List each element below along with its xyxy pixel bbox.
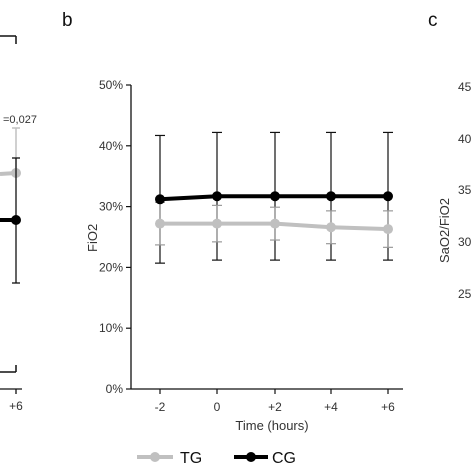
panel-b-tg-point (270, 218, 280, 229)
panel-b-y-tick-label: 30% (99, 200, 123, 214)
panel-b-y-tick-label: 0% (106, 382, 124, 396)
panel-a-x-tick-label: +6 (9, 399, 23, 413)
panel-b-tg-point (155, 218, 165, 229)
panel-b-y-tick-label: 20% (99, 260, 123, 274)
panel-c-y-tick-label: 35 (458, 183, 472, 197)
panel-b-x-tick-label: -2 (155, 400, 166, 414)
panel-b-tg-point (383, 224, 393, 235)
panel-b-x-tick-label: 0 (214, 400, 221, 414)
panel-b-y-tick-label: 50% (99, 78, 123, 92)
panel-b-x-tick-label: +2 (268, 400, 282, 414)
panel-c-letter: c (428, 10, 438, 31)
panel-c-y-tick-label: 40 (458, 132, 472, 146)
panel-b-x-tick-label: +4 (324, 400, 338, 414)
panel-a-cg-point (11, 215, 21, 225)
panel-b-axes (130, 85, 403, 390)
panel-a: =0,027 +6 (0, 35, 37, 413)
legend: TG CG (137, 450, 296, 467)
legend-label-cg: CG (272, 450, 296, 467)
panel-b-tg-point (326, 222, 336, 233)
legend-label-tg: TG (180, 450, 202, 467)
panel-a-annotation: =0,027 (3, 114, 37, 126)
panel-c-y-tick-label: 25 (458, 287, 472, 301)
panel-c: c SaO2/FiO2 45 40 35 30 25 (428, 10, 472, 301)
panel-b-cg-point (326, 191, 336, 202)
panel-b-cg-point (383, 191, 393, 202)
legend-swatch-tg-marker (150, 452, 160, 462)
panel-c-y-tick-label: 30 (458, 235, 472, 249)
panel-b-x-tick-label: +6 (381, 400, 395, 414)
panel-b-ticks: 0% 10% 20% 30% 40% 50% -2 0 +2 +4 +6 (99, 78, 395, 414)
legend-item-cg: CG (234, 450, 296, 467)
panel-b-y-tick-label: 10% (99, 321, 123, 335)
panel-b-cg-point (155, 194, 165, 205)
panel-b-x-axis-title: Time (hours) (235, 418, 308, 433)
panel-b-chart: 0% 10% 20% 30% 40% 50% -2 0 +2 +4 +6 FiO2 Time (ho… (85, 78, 403, 433)
panel-b-tg-point (212, 218, 222, 229)
legend-swatch-cg-marker (246, 452, 256, 462)
panel-c-y-tick-label: 45 (458, 80, 472, 94)
legend-item-tg: TG (137, 450, 202, 467)
panel-b-points (155, 191, 393, 235)
panel-b-letter: b (62, 10, 73, 31)
panel-b-cg-point (270, 191, 280, 202)
panel-b-y-tick-label: 40% (99, 139, 123, 153)
panel-b-cg-point (212, 191, 222, 202)
panel-c-y-axis-title: SaO2/FiO2 (437, 198, 452, 263)
panel-b-y-axis-title: FiO2 (85, 224, 100, 252)
